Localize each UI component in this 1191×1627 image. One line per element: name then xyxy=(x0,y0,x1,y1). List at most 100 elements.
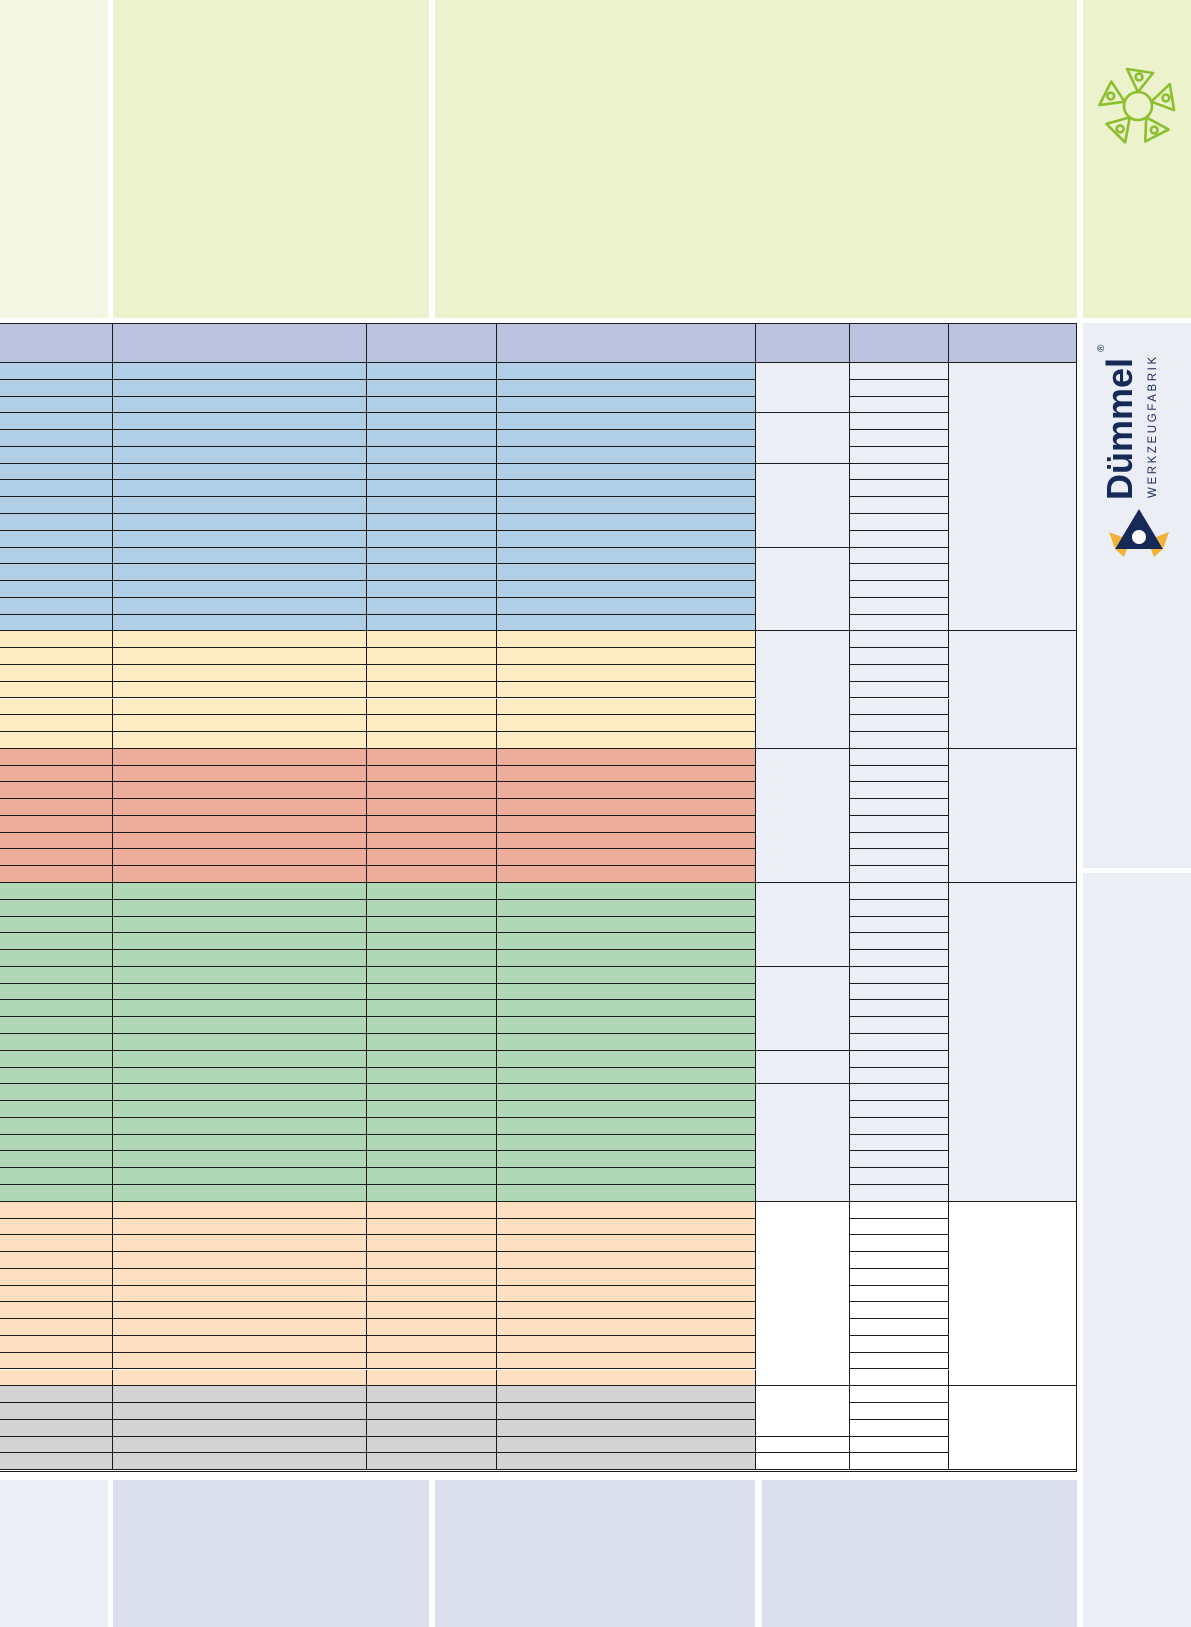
top-description-panel xyxy=(435,0,1077,318)
table-row-cell xyxy=(0,1134,113,1152)
tool-data-table xyxy=(0,323,1077,1472)
table-row-cell xyxy=(497,614,756,632)
table-row-cell xyxy=(113,480,367,498)
table-merged-cell xyxy=(756,547,850,632)
table-value-cell xyxy=(850,849,949,867)
table-row-cell xyxy=(0,782,113,800)
table-row-cell xyxy=(113,1134,367,1152)
table-merged-cell xyxy=(756,1386,850,1437)
table-row-cell xyxy=(497,1335,756,1353)
table-row-cell xyxy=(0,480,113,498)
table-value-cell xyxy=(850,1218,949,1236)
table-group-cell xyxy=(949,883,1077,1202)
table-row-cell xyxy=(113,1067,367,1085)
table-row-cell xyxy=(497,581,756,598)
table-row-cell xyxy=(497,1235,756,1253)
table-row-cell xyxy=(497,1285,756,1303)
table-row-cell xyxy=(113,1319,367,1336)
table-row-cell xyxy=(367,1134,497,1152)
table-row-cell xyxy=(0,581,113,598)
table-row-cell xyxy=(0,1067,113,1085)
table-value-cell xyxy=(850,933,949,951)
table-row-cell xyxy=(367,1034,497,1051)
table-row-cell xyxy=(367,916,497,934)
table-row-cell xyxy=(0,715,113,733)
table-merged-cell xyxy=(756,363,850,414)
table-row-cell xyxy=(113,832,367,850)
table-row-cell xyxy=(367,1117,497,1135)
table-row-cell xyxy=(0,1319,113,1336)
table-row-cell xyxy=(497,916,756,934)
table-row-cell xyxy=(0,664,113,682)
table-row-cell xyxy=(367,581,497,598)
table-row-cell xyxy=(0,748,113,766)
table-value-cell xyxy=(850,698,949,716)
table-row-cell xyxy=(0,866,113,884)
table-row-cell xyxy=(497,1218,756,1236)
table-row-cell xyxy=(113,1101,367,1118)
table-row-cell xyxy=(367,648,497,665)
table-row-cell xyxy=(0,1168,113,1185)
table-value-cell xyxy=(850,950,949,967)
table-merged-cell xyxy=(756,1084,850,1202)
table-row-cell xyxy=(367,379,497,397)
table-row-cell xyxy=(0,1184,113,1202)
table-value-cell xyxy=(850,899,949,917)
table-row-cell xyxy=(113,1201,367,1219)
table-row-cell xyxy=(367,1000,497,1018)
table-row-cell xyxy=(113,1436,367,1454)
table-row-cell xyxy=(113,698,367,716)
brand-tagline: WERKZEUGFABRIK xyxy=(1147,354,1159,498)
table-merged-cell xyxy=(756,966,850,1051)
table-row-cell xyxy=(497,933,756,951)
table-row-cell xyxy=(367,715,497,733)
table-row-cell xyxy=(497,396,756,414)
table-row-cell xyxy=(0,832,113,850)
table-row-cell xyxy=(0,799,113,816)
table-row-cell xyxy=(367,1151,497,1169)
table-row-cell xyxy=(113,1218,367,1236)
table-row-cell xyxy=(113,782,367,800)
table-value-cell xyxy=(850,1017,949,1034)
table-row-cell xyxy=(0,765,113,783)
table-row-cell xyxy=(367,765,497,783)
table-row-cell xyxy=(497,715,756,733)
table-row-cell xyxy=(367,413,497,431)
table-row-cell xyxy=(113,1285,367,1303)
table-row-cell xyxy=(113,664,367,682)
table-row-cell xyxy=(0,883,113,900)
duemmel-brand-svg: Dümmel WERKZEUGFABRIK ® xyxy=(1096,344,1169,557)
table-row-cell xyxy=(367,363,497,380)
table-row-cell xyxy=(497,1168,756,1185)
table-row-cell xyxy=(0,1268,113,1286)
table-row-cell xyxy=(367,1268,497,1286)
table-row-cell xyxy=(367,748,497,766)
table-row-cell xyxy=(497,1034,756,1051)
table-row-cell xyxy=(0,614,113,632)
table-row-cell xyxy=(497,1201,756,1219)
table-value-cell xyxy=(850,1268,949,1286)
table-row-cell xyxy=(497,631,756,649)
table-row-cell xyxy=(367,1436,497,1454)
table-value-cell xyxy=(850,631,949,649)
table-row-cell xyxy=(113,1386,367,1404)
table-row-cell xyxy=(367,1218,497,1236)
table-row-cell xyxy=(113,564,367,582)
table-row-cell xyxy=(497,1000,756,1018)
table-row-cell xyxy=(497,1117,756,1135)
table-row-cell xyxy=(0,379,113,397)
table-row-cell xyxy=(113,715,367,733)
table-row-cell xyxy=(497,1386,756,1404)
brand-block: Dümmel WERKZEUGFABRIK ® xyxy=(1083,330,1191,570)
insert-triangle-logo-icon xyxy=(1109,509,1169,557)
table-value-cell xyxy=(850,815,949,833)
table-group-cell xyxy=(949,363,1077,632)
table-header-cell xyxy=(113,323,367,363)
table-row-cell xyxy=(497,950,756,967)
table-row-cell xyxy=(497,497,756,514)
table-row-cell xyxy=(497,849,756,867)
bottom-panel-1 xyxy=(113,1480,429,1627)
table-row-cell xyxy=(113,413,367,431)
table-row-cell xyxy=(0,1369,113,1387)
table-value-cell xyxy=(850,1000,949,1018)
